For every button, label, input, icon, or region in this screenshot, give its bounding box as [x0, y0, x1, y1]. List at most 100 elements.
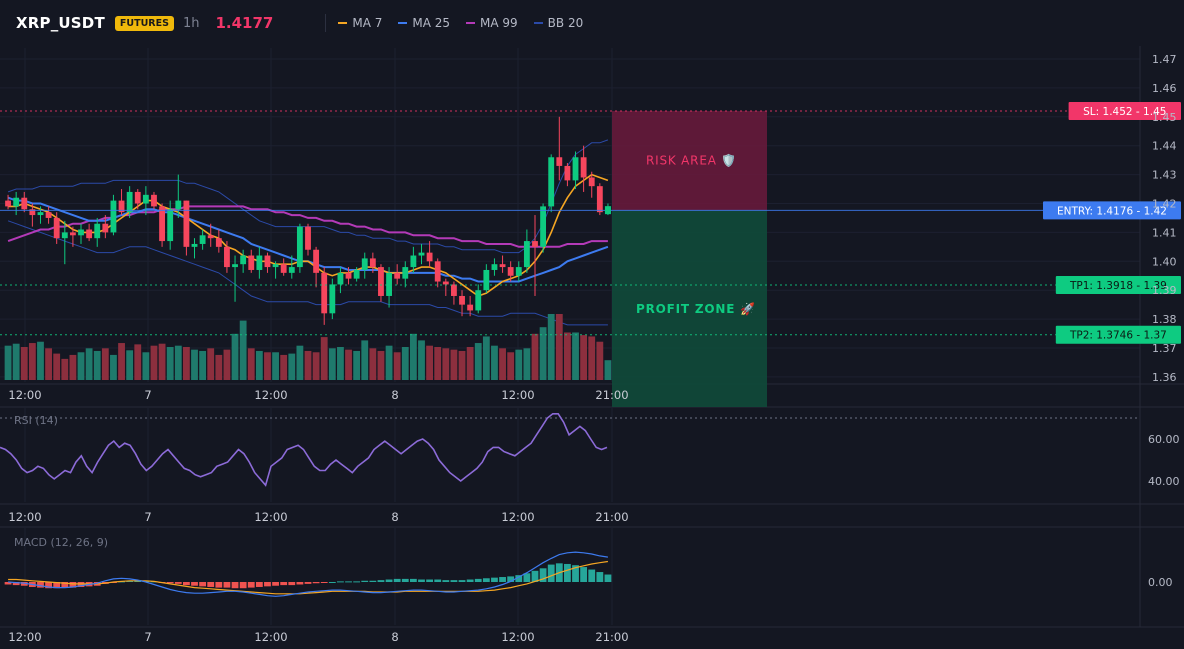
legend-swatch	[338, 22, 348, 24]
candle-body	[248, 255, 255, 270]
candle-body	[313, 249, 320, 273]
legend-item[interactable]: MA 99	[466, 16, 518, 30]
volume-bar	[466, 347, 474, 380]
macd-histogram-bar	[426, 579, 434, 582]
volume-bar	[328, 348, 336, 380]
macd-histogram-bar	[353, 581, 361, 583]
candle-body	[548, 157, 555, 207]
time-tick-label: 8	[391, 630, 398, 644]
volume-bar	[85, 348, 93, 380]
time-tick-label: 8	[391, 510, 398, 524]
candle-body	[142, 194, 149, 204]
timeframe-selector[interactable]: 1h	[182, 15, 200, 31]
time-tick-label: 7	[144, 630, 151, 644]
legend-swatch	[398, 22, 408, 24]
candle-body	[86, 229, 93, 239]
volume-bar	[523, 348, 531, 380]
price-tick-label: 1.43	[1152, 169, 1177, 182]
macd-histogram-bar	[499, 577, 506, 582]
candle-body	[175, 200, 182, 210]
macd-line	[8, 551, 608, 597]
volume-bar	[101, 348, 109, 380]
candle-body	[280, 264, 287, 273]
volume-bar	[369, 348, 377, 380]
price-tick-label: 1.42	[1152, 198, 1177, 211]
volume-bar	[377, 350, 385, 380]
macd-histogram-bar	[45, 582, 52, 589]
volume-bar	[426, 345, 434, 380]
legend-item[interactable]: MA 7	[338, 16, 382, 30]
candle-body	[296, 226, 303, 268]
volume-bar	[53, 353, 61, 380]
candle-body	[572, 157, 579, 181]
time-tick-label: 12:00	[8, 510, 41, 524]
candle-body	[256, 255, 263, 270]
level-lines: SL: 1.452 - 1.45 ENTRY: 1.4176 - 1.42 TP1:…	[0, 102, 1181, 344]
volume-bar	[580, 335, 588, 380]
price-tick-label: 1.46	[1152, 82, 1177, 95]
price-axes: 1.47 1.46 1.45 1.44 1.43 1.42 1.41 1.40 1.39 1.38…	[1148, 53, 1180, 589]
symbol-name[interactable]: XRP_USDT	[16, 14, 105, 32]
rsi-line	[0, 412, 608, 487]
volume-bar	[434, 347, 442, 380]
candle-body	[118, 200, 125, 213]
level-tag-label: SL: 1.452 - 1.45	[1083, 106, 1166, 118]
volume-bar	[158, 343, 166, 380]
candle-body	[418, 252, 425, 256]
candle-body	[361, 258, 368, 270]
candle-body	[61, 232, 68, 239]
volume-bar	[4, 345, 12, 380]
macd-histogram-bar	[466, 579, 474, 582]
volume-bar	[539, 327, 547, 380]
candle-body	[442, 281, 449, 285]
last-price-marker	[604, 206, 611, 215]
candle-body	[94, 223, 101, 239]
volume-bar	[69, 354, 77, 380]
candle-body	[199, 235, 206, 244]
volume-bar	[450, 349, 458, 380]
candle-body	[386, 272, 392, 296]
volume-bar	[12, 343, 20, 380]
macd-histogram-bar	[564, 563, 571, 582]
legend-item[interactable]: BB 20	[533, 16, 583, 30]
volume-bar	[588, 336, 596, 380]
time-tick-label: 12:00	[254, 388, 287, 402]
candle-body	[467, 304, 474, 311]
level-tag-sl	[1068, 102, 1181, 121]
volume-bar	[37, 341, 44, 380]
level-tag-label: ENTRY: 1.4176 - 1.42	[1057, 205, 1167, 217]
macd-tick-label: 0.00	[1148, 576, 1173, 589]
volume-bar	[385, 345, 393, 380]
macd-histogram-bar	[296, 582, 304, 585]
candle-body	[378, 267, 384, 296]
macd-histogram-bar	[53, 582, 61, 589]
macd-histogram-bar	[345, 581, 352, 583]
macd-histogram-bar	[239, 582, 247, 589]
volume-bar	[272, 352, 279, 380]
volume-bar	[207, 348, 215, 380]
macd-histogram-bar	[539, 568, 547, 582]
volume-bar	[555, 314, 563, 380]
candle-body	[110, 200, 117, 233]
legend-item[interactable]: MA 25	[398, 16, 450, 30]
macd-histogram-bar	[280, 582, 288, 586]
macd-histogram-bar	[312, 582, 320, 584]
candle-body	[224, 246, 230, 268]
macd-title: MACD (12, 26, 9)	[14, 536, 108, 549]
candle-body	[53, 217, 60, 239]
macd-histogram-bar	[166, 582, 174, 584]
volume-bar	[110, 354, 117, 380]
volume-bar	[458, 350, 466, 380]
candle-body	[13, 197, 20, 207]
volume-bar	[20, 347, 28, 380]
ma99-line	[7, 205, 608, 248]
volume-bar	[45, 348, 52, 380]
time-tick-label: 12:00	[501, 630, 534, 644]
volume-bar	[288, 353, 296, 380]
macd-signal-line	[8, 560, 608, 595]
time-tick-label: 12:00	[501, 388, 534, 402]
candle-body	[434, 261, 441, 282]
candle-body	[369, 258, 376, 268]
macd-histogram-bar	[337, 581, 344, 583]
